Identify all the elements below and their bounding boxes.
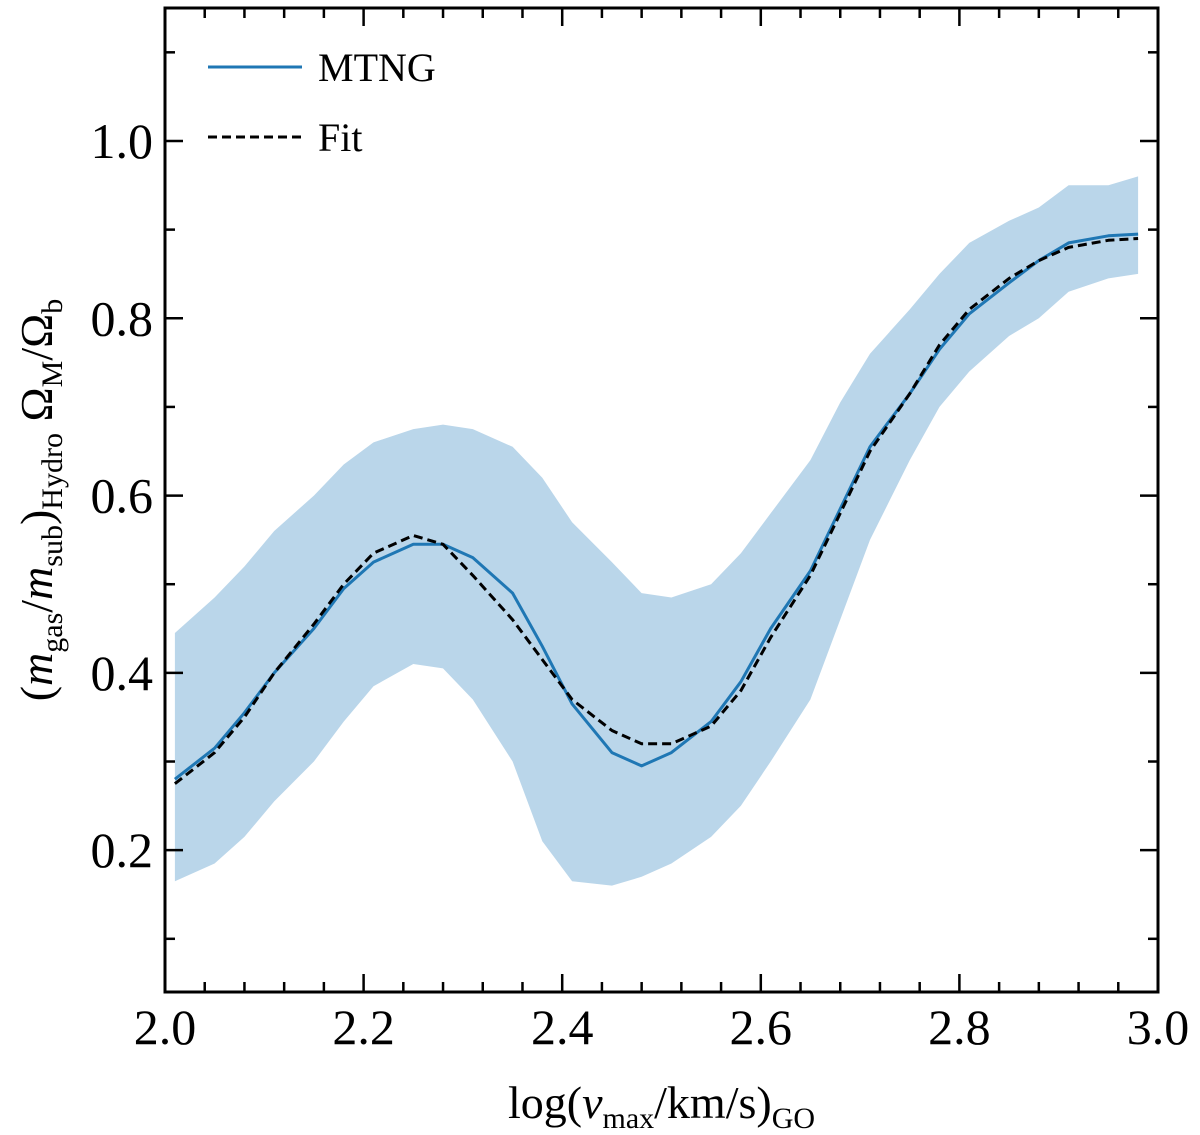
y-axis-title: (mgas/msub)Hydro ΩM/Ωb bbox=[11, 299, 69, 702]
x-tick-label: 2.6 bbox=[730, 999, 793, 1055]
series-layer bbox=[173, 232, 1139, 785]
series-line-mtng bbox=[173, 232, 1139, 781]
x-tick-label: 2.8 bbox=[928, 999, 991, 1055]
x-tick-label: 2.0 bbox=[134, 999, 197, 1055]
plot-frame bbox=[163, 6, 1160, 994]
y-tick-label: 0.4 bbox=[91, 645, 154, 701]
legend-label-mtng: MTNG bbox=[318, 45, 436, 90]
x-tick-label: 2.2 bbox=[332, 999, 395, 1055]
tick-label-layer: 2.0 2.2 2.4 2.6 2.8 3.0 0.2 0.4 0.6 0.8 1.0 bbox=[91, 113, 1190, 1055]
legend: MTNG Fit bbox=[208, 45, 436, 160]
y-tick-label: 0.6 bbox=[91, 468, 154, 524]
y-tick-label: 0.8 bbox=[91, 290, 154, 346]
legend-label-fit: Fit bbox=[318, 115, 362, 160]
x-tick-label: 3.0 bbox=[1127, 999, 1190, 1055]
x-tick-label: 2.4 bbox=[531, 999, 594, 1055]
y-tick-label: 0.2 bbox=[91, 822, 154, 878]
x-axis-title: log(vmax/km/s)GO bbox=[508, 1077, 815, 1135]
series-line-fit bbox=[173, 237, 1139, 785]
y-tick-label: 1.0 bbox=[91, 113, 154, 169]
confidence-band-layer bbox=[174, 176, 1139, 886]
tick-layer bbox=[163, 8, 1160, 992]
confidence-band bbox=[174, 176, 1139, 886]
